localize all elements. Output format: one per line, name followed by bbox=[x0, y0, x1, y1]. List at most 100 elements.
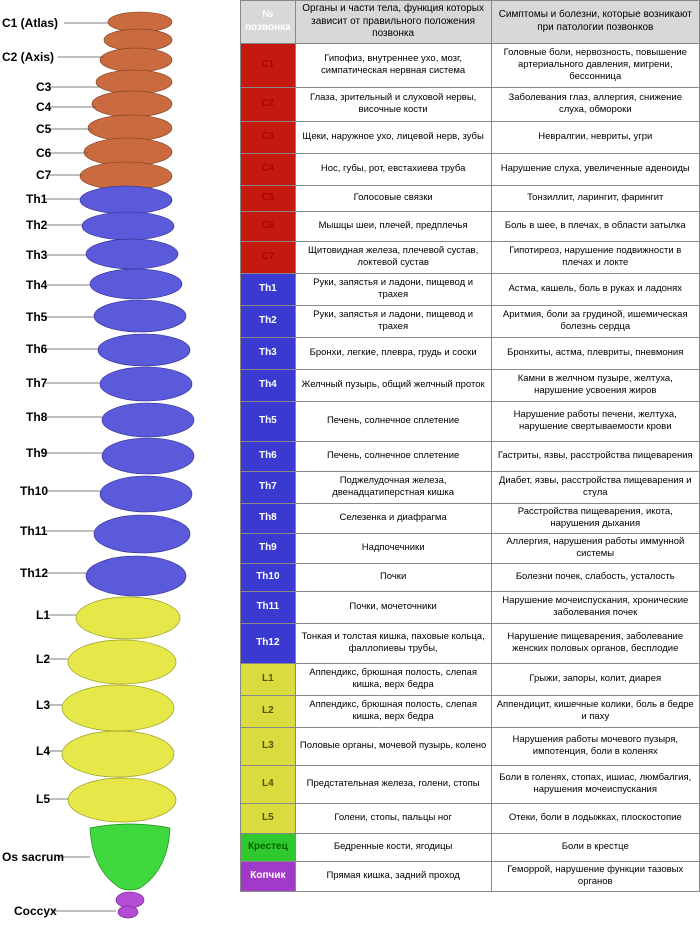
vertebra-organs: Бедренные кости, ягодицы bbox=[295, 833, 491, 861]
vertebra-symptoms: Боль в шее, в плечах, в области затылка bbox=[491, 211, 699, 241]
table-row: L5Голени, стопы, пальцы ногОтеки, боли в… bbox=[241, 803, 700, 833]
vertebra-number: C6 bbox=[241, 211, 296, 241]
table-row: Th11Почки, мочеточникиНарушение мочеиспу… bbox=[241, 591, 700, 623]
spine-illustration bbox=[0, 0, 240, 928]
vertebra-organs: Гипофиз, внутреннее ухо, мозг, симпатиче… bbox=[295, 43, 491, 87]
vertebra-symptoms: Болезни почек, слабость, усталость bbox=[491, 563, 699, 591]
vertebra-table: № позвонка Органы и части тела, функция … bbox=[240, 0, 700, 892]
spine-label: C6 bbox=[36, 146, 51, 160]
table-body: C1Гипофиз, внутреннее ухо, мозг, симпати… bbox=[241, 43, 700, 891]
vertebra-symptoms: Нарушение работы печени, желтуха, наруше… bbox=[491, 401, 699, 441]
vertebra-number: L4 bbox=[241, 765, 296, 803]
spine-label: L3 bbox=[36, 698, 50, 712]
table-row: Th4Желчный пузырь, общий желчный протокК… bbox=[241, 369, 700, 401]
vertebra-number: Th2 bbox=[241, 305, 296, 337]
table-row: C2Глаза, зрительный и слуховой нервы, ви… bbox=[241, 87, 700, 121]
spine-label: C1 (Atlas) bbox=[2, 16, 58, 30]
vertebra-organs: Щеки, наружное ухо, лицевой нерв, зубы bbox=[295, 121, 491, 153]
spine-label: Th11 bbox=[20, 524, 47, 538]
vertebra-organs: Поджелудочная железа, двенадцатиперстная… bbox=[295, 471, 491, 503]
vertebra-number: C2 bbox=[241, 87, 296, 121]
vertebra-organs: Прямая кишка, задний проход bbox=[295, 861, 491, 891]
vertebra-number: Th8 bbox=[241, 503, 296, 533]
table-row: Th12Тонкая и толстая кишка, паховые коль… bbox=[241, 623, 700, 663]
vertebra-organs: Печень, солнечное сплетение bbox=[295, 401, 491, 441]
table-row: C6Мышцы шеи, плечей, предплечьяБоль в ше… bbox=[241, 211, 700, 241]
vertebra-organs: Нос, губы, рот, евстахиева труба bbox=[295, 153, 491, 185]
vertebra-organs: Голосовые связки bbox=[295, 185, 491, 211]
spine-label: Th12 bbox=[20, 566, 48, 580]
spine-label: C4 bbox=[36, 100, 51, 114]
table-row: L1Аппендикс, брюшная полость, слепая киш… bbox=[241, 663, 700, 695]
vertebra-symptoms: Гипотиреоз, нарушение подвижности в плеч… bbox=[491, 241, 699, 273]
vertebra-symptoms: Гастриты, язвы, расстройства пищеварения bbox=[491, 441, 699, 471]
vertebra-symptoms: Головные боли, нервозность, повышение ар… bbox=[491, 43, 699, 87]
vertebra-symptoms: Расстройства пищеварения, икота, нарушен… bbox=[491, 503, 699, 533]
vertebra-organs: Бронхи, легкие, плевра, грудь и соски bbox=[295, 337, 491, 369]
vertebra-symptoms: Аритмия, боли за грудиной, ишемическая б… bbox=[491, 305, 699, 337]
spine-label: C3 bbox=[36, 80, 51, 94]
vertebra-symptoms: Геморрой, нарушение функции тазовых орга… bbox=[491, 861, 699, 891]
spine-label: Os sacrum bbox=[2, 850, 64, 864]
header-symptoms: Симптомы и болезни, которые возникают пр… bbox=[491, 1, 699, 44]
vertebra-number: Копчик bbox=[241, 861, 296, 891]
vertebra-symptoms: Диабет, язвы, расстройства пищеварения и… bbox=[491, 471, 699, 503]
vertebra-organs: Щитовидная железа, плечевой сустав, локт… bbox=[295, 241, 491, 273]
header-num: № позвонка bbox=[241, 1, 296, 44]
vertebra-organs: Аппендикс, брюшная полость, слепая кишка… bbox=[295, 663, 491, 695]
table-row: L3Половые органы, мочевой пузырь, колено… bbox=[241, 727, 700, 765]
spine-label: Th5 bbox=[26, 310, 47, 324]
vertebra-symptoms: Грыжи, запоры, колит, диарея bbox=[491, 663, 699, 695]
vertebra-symptoms: Боли в голенях, стопах, ишиас, люмбалгия… bbox=[491, 765, 699, 803]
vertebra-symptoms: Камни в желчном пузыре, желтуха, нарушен… bbox=[491, 369, 699, 401]
spine-label: Th6 bbox=[26, 342, 47, 356]
spine-label: Th10 bbox=[20, 484, 48, 498]
spine-label: C5 bbox=[36, 122, 51, 136]
vertebra-table-area: № позвонка Органы и части тела, функция … bbox=[240, 0, 700, 928]
table-row: C4Нос, губы, рот, евстахиева трубаНаруше… bbox=[241, 153, 700, 185]
vertebra-number: Th11 bbox=[241, 591, 296, 623]
vertebra-number: Th6 bbox=[241, 441, 296, 471]
vertebra-symptoms: Нарушение пищеварения, заболевание женск… bbox=[491, 623, 699, 663]
vertebra-organs: Руки, запястья и ладони, пищевод и трахе… bbox=[295, 273, 491, 305]
spine-label: C2 (Axis) bbox=[2, 50, 54, 64]
spine-label: L1 bbox=[36, 608, 50, 622]
vertebra-symptoms: Тонзиллит, ларингит, фарингит bbox=[491, 185, 699, 211]
vertebra-organs: Тонкая и толстая кишка, паховые кольца, … bbox=[295, 623, 491, 663]
vertebra-symptoms: Боли в крестце bbox=[491, 833, 699, 861]
vertebra-number: C5 bbox=[241, 185, 296, 211]
main-container: C1 (Atlas)C2 (Axis)C3C4C5C6C7Th1Th2Th3Th… bbox=[0, 0, 700, 928]
vertebra-number: C1 bbox=[241, 43, 296, 87]
table-row: C3Щеки, наружное ухо, лицевой нерв, зубы… bbox=[241, 121, 700, 153]
vertebra-number: L2 bbox=[241, 695, 296, 727]
table-row: L2Аппендикс, брюшная полость, слепая киш… bbox=[241, 695, 700, 727]
vertebra-organs: Желчный пузырь, общий желчный проток bbox=[295, 369, 491, 401]
vertebra-symptoms: Невралгии, невриты, угри bbox=[491, 121, 699, 153]
header-organs: Органы и части тела, функция которых зав… bbox=[295, 1, 491, 44]
vertebra-number: Th7 bbox=[241, 471, 296, 503]
table-row: Th6Печень, солнечное сплетениеГастриты, … bbox=[241, 441, 700, 471]
vertebra-symptoms: Астма, кашель, боль в руках и ладонях bbox=[491, 273, 699, 305]
table-row: C7Щитовидная железа, плечевой сустав, ло… bbox=[241, 241, 700, 273]
spine-label: Th4 bbox=[26, 278, 47, 292]
vertebra-organs: Мышцы шеи, плечей, предплечья bbox=[295, 211, 491, 241]
spine-label: Th9 bbox=[26, 446, 47, 460]
vertebra-number: L5 bbox=[241, 803, 296, 833]
vertebra-organs: Почки bbox=[295, 563, 491, 591]
vertebra-number: Th9 bbox=[241, 533, 296, 563]
vertebra-number: Th1 bbox=[241, 273, 296, 305]
table-row: C5Голосовые связкиТонзиллит, ларингит, ф… bbox=[241, 185, 700, 211]
spine-label: L2 bbox=[36, 652, 50, 666]
vertebra-organs: Руки, запястья и ладони, пищевод и трахе… bbox=[295, 305, 491, 337]
table-row: Th2Руки, запястья и ладони, пищевод и тр… bbox=[241, 305, 700, 337]
vertebra-number: Th12 bbox=[241, 623, 296, 663]
vertebra-number: L3 bbox=[241, 727, 296, 765]
vertebra-number: C4 bbox=[241, 153, 296, 185]
spine-label: Th7 bbox=[26, 376, 47, 390]
spine-label: Th2 bbox=[26, 218, 47, 232]
vertebra-number: Крестец bbox=[241, 833, 296, 861]
table-row: L4Предстательная железа, голени, стопыБо… bbox=[241, 765, 700, 803]
vertebra-symptoms: Нарушение мочеиспускания, хронические за… bbox=[491, 591, 699, 623]
vertebra-symptoms: Аллергия, нарушения работы иммунной сист… bbox=[491, 533, 699, 563]
spine-label: Coccyx bbox=[14, 904, 57, 918]
